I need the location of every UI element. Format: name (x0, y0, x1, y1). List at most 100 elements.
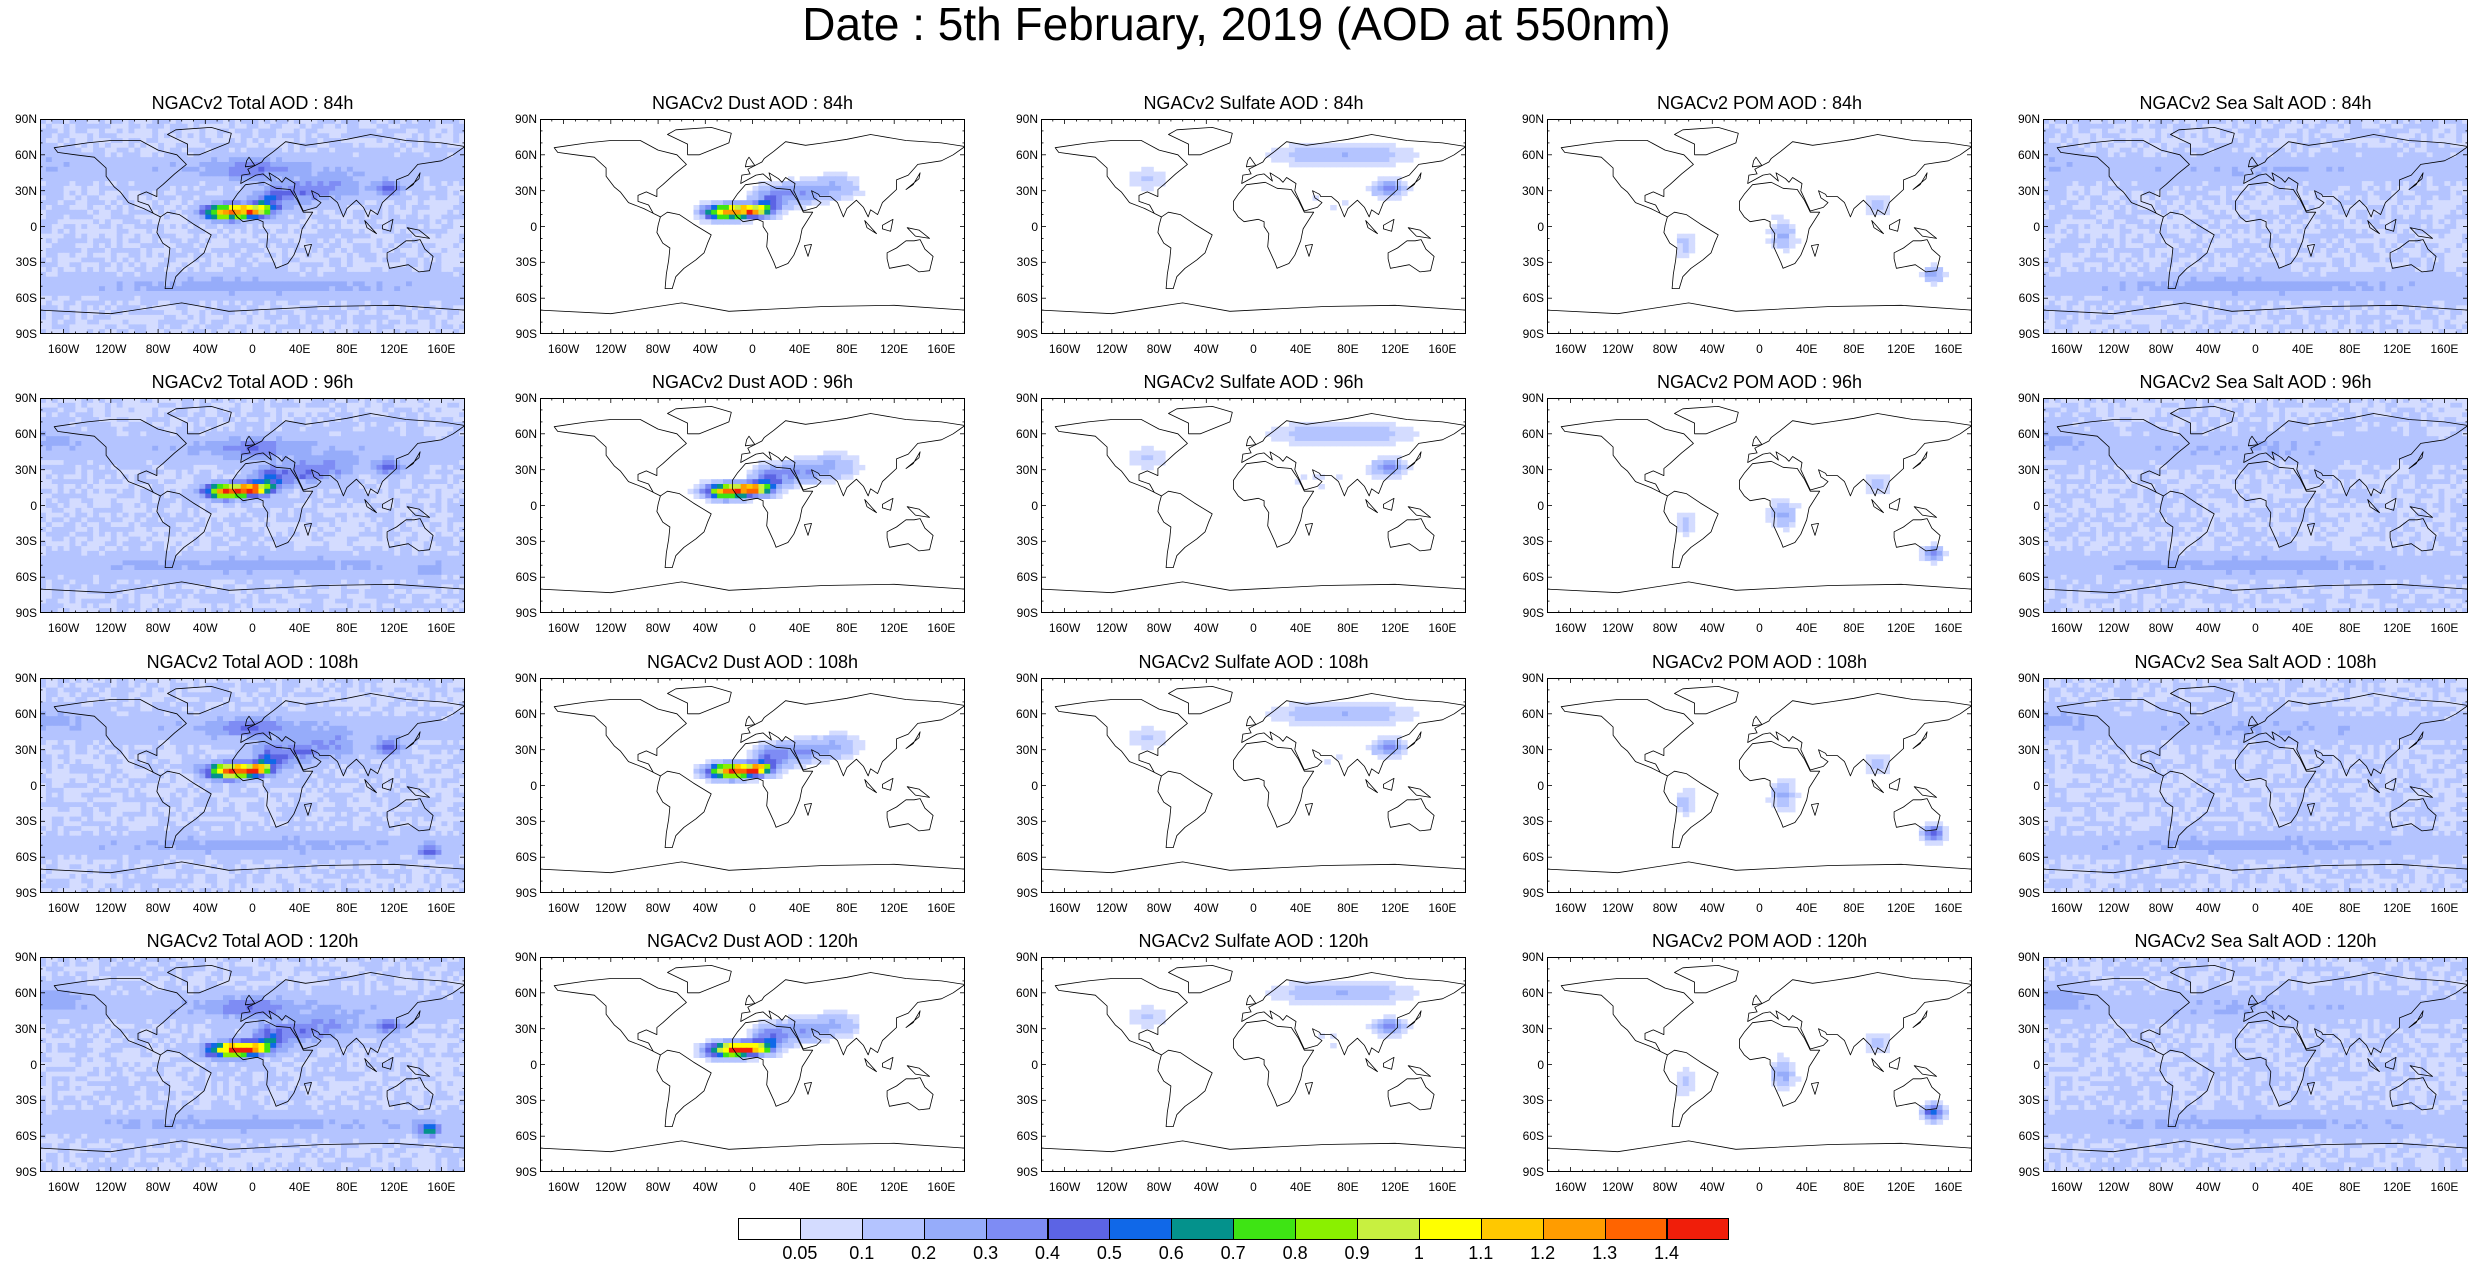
aod-cell (46, 200, 53, 205)
aod-cell (2315, 133, 2322, 138)
aod-cell (436, 181, 443, 186)
aod-cell (253, 262, 260, 267)
aod-cell (1931, 281, 1938, 286)
aod-cell (412, 219, 419, 224)
aod-cell (129, 129, 136, 134)
aod-cell (306, 124, 313, 129)
aod-cell (1366, 148, 1373, 153)
aod-cell (182, 315, 189, 320)
aod-cell (412, 296, 419, 301)
aod-cell (2132, 133, 2139, 138)
aod-cell (418, 258, 425, 263)
aod-cell (134, 181, 141, 186)
aod-cell (2297, 124, 2304, 129)
aod-cell (194, 157, 201, 162)
aod-cell (2374, 148, 2381, 153)
aod-cell (400, 205, 407, 210)
aod-cell (418, 296, 425, 301)
aod-cell (447, 281, 454, 286)
aod-cell (134, 219, 141, 224)
aod-cell (841, 186, 848, 191)
aod-cell (300, 286, 307, 291)
aod-cell (164, 124, 171, 129)
aod-cell (123, 143, 130, 148)
aod-cell (176, 148, 183, 153)
lon-tick-label: 40E (278, 343, 322, 355)
aod-cell (123, 157, 130, 162)
aod-cell (365, 162, 372, 167)
aod-cell (371, 167, 378, 172)
panel-title: NGACv2 Sea Salt AOD : 84h (2086, 93, 2426, 113)
aod-cell (152, 286, 159, 291)
aod-cell (258, 238, 265, 243)
aod-cell (418, 320, 425, 325)
aod-cell (2197, 148, 2204, 153)
aod-cell (217, 320, 224, 325)
aod-cell (377, 248, 384, 253)
aod-cell (152, 124, 159, 129)
aod-cell (223, 315, 230, 320)
aod-cell (723, 200, 730, 205)
aod-cell (134, 234, 141, 239)
aod-cell (377, 305, 384, 310)
aod-cell (2197, 138, 2204, 143)
aod-cell (812, 181, 819, 186)
aod-cell (341, 186, 348, 191)
aod-cell (723, 210, 730, 215)
aod-cell (2202, 129, 2209, 134)
aod-cell (99, 167, 106, 172)
aod-cell (99, 181, 106, 186)
aod-cell (335, 219, 342, 224)
aod-cell (430, 301, 437, 306)
lat-tick-label: 30S (1518, 256, 1544, 268)
lon-tick-label: 40W (2186, 343, 2230, 355)
aod-cell (264, 195, 271, 200)
aod-cell (158, 320, 165, 325)
aod-cell (199, 301, 206, 306)
aod-cell (164, 157, 171, 162)
aod-cell (140, 267, 147, 272)
aod-cell (758, 191, 765, 196)
aod-cell (164, 200, 171, 205)
aod-cell (2421, 133, 2428, 138)
aod-cell (312, 286, 319, 291)
aod-cell (365, 138, 372, 143)
aod-cell (276, 277, 283, 282)
aod-cell (729, 219, 736, 224)
aod-cell (1289, 162, 1296, 167)
aod-cell (276, 124, 283, 129)
aod-cell (205, 152, 212, 157)
aod-cell (441, 124, 448, 129)
aod-cell (188, 305, 195, 310)
aod-cell (341, 157, 348, 162)
aod-cell (81, 124, 88, 129)
aod-cell (347, 310, 354, 315)
aod-cell (58, 315, 64, 320)
aod-cell (1348, 148, 1355, 153)
aod-cell (2226, 133, 2233, 138)
aod-cell (329, 315, 336, 320)
aod-cell (406, 291, 413, 296)
aod-map (1041, 119, 1466, 334)
aod-cell (129, 167, 136, 172)
aod-cell (146, 229, 153, 234)
aod-cell (430, 248, 437, 253)
aod-cell (264, 143, 271, 148)
aod-cell (2214, 157, 2221, 162)
aod-cell (223, 167, 230, 172)
aod-cell (394, 238, 401, 243)
aod-cell (418, 152, 425, 157)
aod-cell (341, 267, 348, 272)
aod-cell (2238, 152, 2245, 157)
aod-cell (276, 286, 283, 291)
aod-cell (2179, 167, 2186, 172)
lat-tick-label: 90S (11, 328, 37, 340)
aod-cell (2303, 157, 2310, 162)
aod-cell (436, 219, 443, 224)
aod-cell (2397, 148, 2404, 153)
aod-cell (317, 296, 324, 301)
aod-cell (2120, 152, 2127, 157)
aod-cell (258, 301, 265, 306)
aod-cell (400, 253, 407, 258)
aod-cell (412, 152, 419, 157)
